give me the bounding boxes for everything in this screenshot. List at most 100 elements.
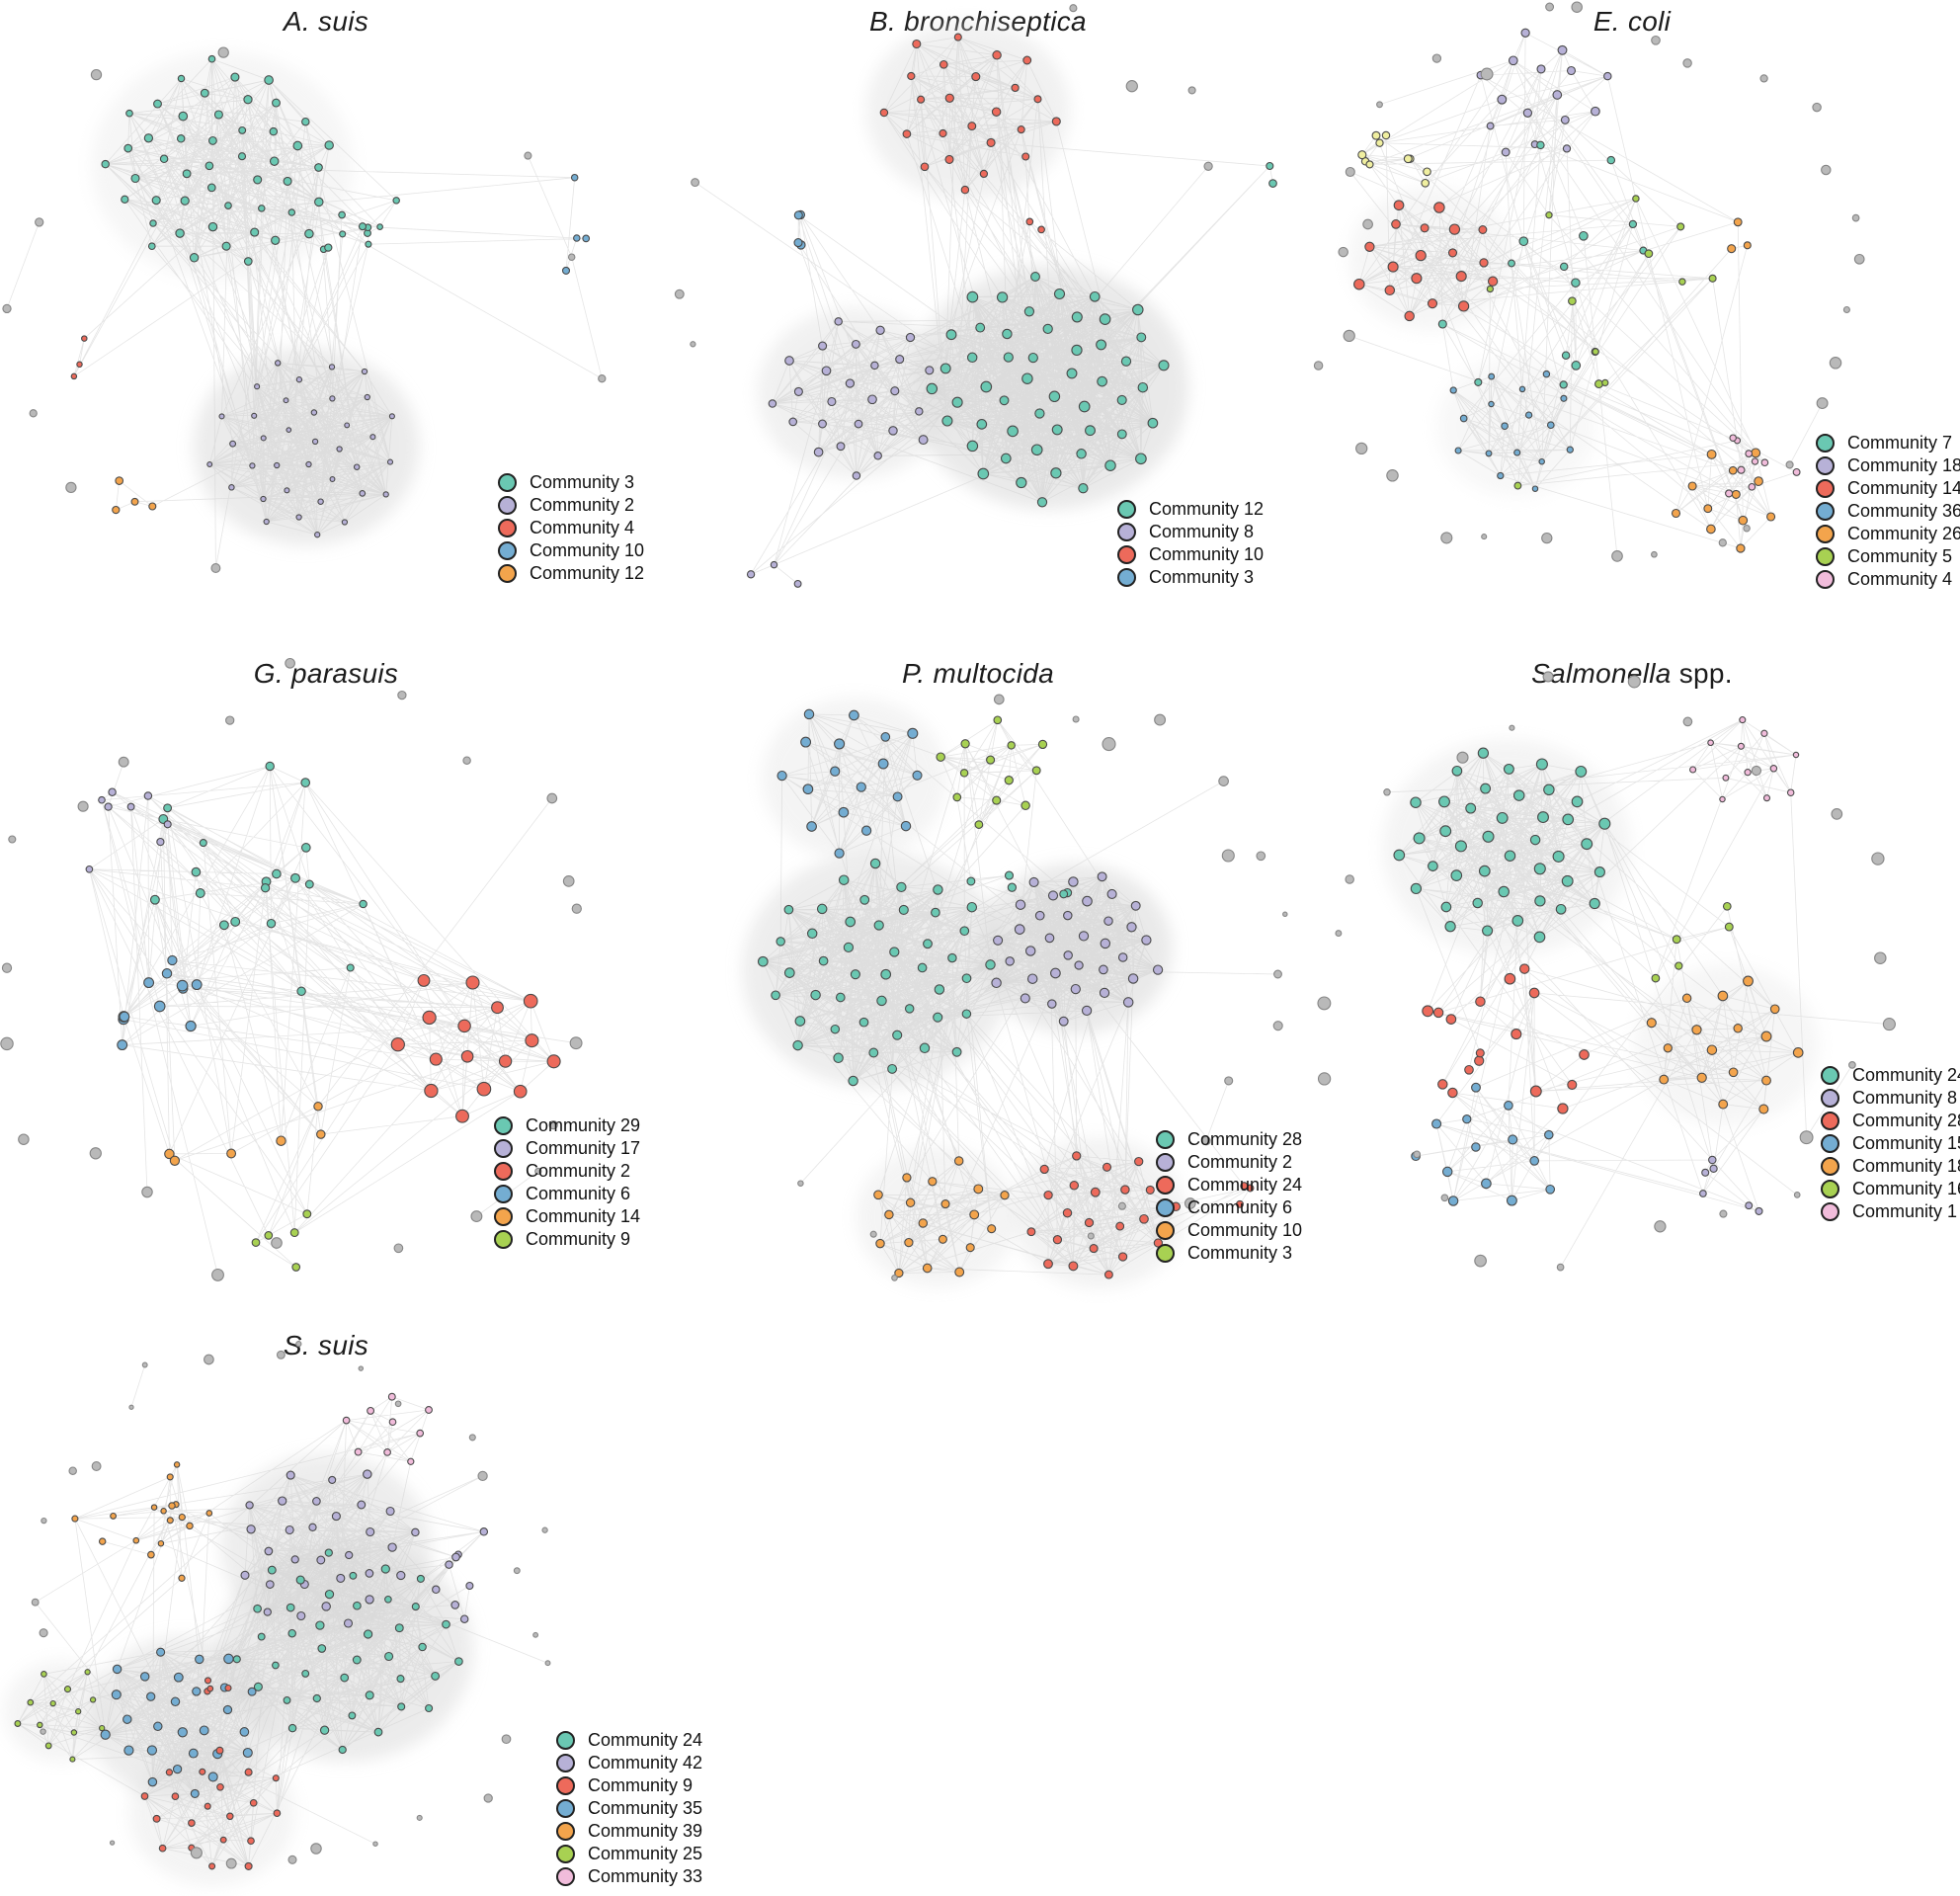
network-node xyxy=(1085,425,1096,437)
network-node xyxy=(960,739,970,749)
network-node xyxy=(311,438,319,446)
panel-title: G. parasuis xyxy=(0,658,652,690)
network-node xyxy=(41,1671,47,1678)
network-node xyxy=(1355,442,1368,455)
legend-swatch xyxy=(1117,545,1136,564)
legend-label: Community 12 xyxy=(1149,499,1265,519)
network-node xyxy=(1488,400,1495,408)
network-node xyxy=(1498,885,1510,898)
network-node xyxy=(258,205,266,212)
network-svg xyxy=(2,46,607,573)
network-node xyxy=(394,1400,402,1408)
network-node xyxy=(336,446,343,453)
network-node xyxy=(156,1647,166,1657)
network-node xyxy=(923,939,933,949)
network-node xyxy=(1145,1185,1155,1195)
network-node xyxy=(582,234,591,243)
network-node xyxy=(237,152,247,161)
network-node xyxy=(524,151,532,160)
network-node xyxy=(296,986,306,997)
network-node xyxy=(1224,1076,1234,1086)
network-node xyxy=(876,995,887,1007)
network-node xyxy=(918,435,929,446)
network-node xyxy=(1120,1185,1130,1195)
network-node xyxy=(1738,515,1749,526)
network-node xyxy=(561,266,571,275)
legend-item: Community 10 xyxy=(1156,1219,1302,1242)
legend-swatch xyxy=(1816,570,1835,589)
network-node xyxy=(372,1841,378,1847)
network-node xyxy=(249,1798,258,1807)
network-node xyxy=(216,1782,224,1791)
network-node xyxy=(1431,53,1442,63)
network-node xyxy=(63,1686,72,1693)
legend-swatch xyxy=(556,1845,575,1863)
legend-swatch xyxy=(1816,502,1835,521)
network-node xyxy=(166,1517,174,1525)
network-node xyxy=(1007,425,1019,438)
network-node xyxy=(1559,380,1568,389)
network-node xyxy=(176,134,186,143)
network-node xyxy=(1135,453,1147,465)
network-node xyxy=(1474,377,1483,386)
network-node xyxy=(416,1574,425,1583)
network-node xyxy=(1357,150,1367,160)
network-node xyxy=(1816,397,1829,410)
network-node xyxy=(1474,1254,1487,1268)
network-node xyxy=(230,72,240,82)
network-node xyxy=(999,395,1010,406)
network-node xyxy=(1072,1151,1082,1161)
legend-swatch xyxy=(556,1754,575,1772)
network-node xyxy=(388,1418,397,1427)
network-node xyxy=(314,163,323,172)
network-node xyxy=(1472,897,1483,909)
network-node xyxy=(346,963,355,972)
network-node xyxy=(1007,741,1016,750)
network-node xyxy=(818,419,827,429)
network-node xyxy=(1454,447,1462,454)
network-node xyxy=(302,1209,312,1219)
network-node xyxy=(991,977,1002,989)
legend-swatch xyxy=(1816,479,1835,498)
network-node xyxy=(269,126,279,136)
network-node xyxy=(534,1167,542,1176)
network-node xyxy=(287,1723,297,1733)
legend-swatch xyxy=(1821,1066,1839,1085)
legend-swatch xyxy=(1156,1130,1175,1149)
network-node xyxy=(1103,1270,1113,1279)
legend-label: Community 33 xyxy=(588,1866,703,1886)
network-node xyxy=(1513,481,1522,490)
network-node xyxy=(1488,372,1496,380)
network-node xyxy=(1571,361,1582,371)
network-node xyxy=(793,210,803,220)
network-node xyxy=(1076,449,1087,459)
network-node xyxy=(1102,737,1116,752)
network-node xyxy=(1099,313,1111,325)
network-node xyxy=(1106,888,1117,899)
network-node xyxy=(111,1690,122,1700)
legend-label: Community 36 xyxy=(1847,501,1960,521)
legend-swatch xyxy=(1816,434,1835,453)
network-node xyxy=(1084,1217,1095,1228)
network-node xyxy=(416,1814,423,1821)
network-node xyxy=(305,460,312,468)
network-node xyxy=(1240,1182,1249,1191)
network-node xyxy=(1681,993,1692,1004)
network-node xyxy=(165,1769,174,1776)
network-node xyxy=(1427,298,1438,309)
network-node xyxy=(1471,1082,1481,1093)
network-node xyxy=(1020,993,1030,1004)
network-node xyxy=(569,1036,583,1050)
network-node xyxy=(353,463,361,470)
network-node xyxy=(570,173,579,182)
network-node xyxy=(1464,1064,1474,1075)
network-node xyxy=(153,1721,163,1732)
network-node xyxy=(213,110,223,120)
network-node xyxy=(1632,195,1640,203)
network-node xyxy=(122,1714,132,1724)
network-node xyxy=(898,904,909,915)
network-node xyxy=(300,843,311,853)
network-node xyxy=(894,1268,904,1278)
network-node xyxy=(365,1595,374,1605)
network-node xyxy=(1475,996,1486,1007)
